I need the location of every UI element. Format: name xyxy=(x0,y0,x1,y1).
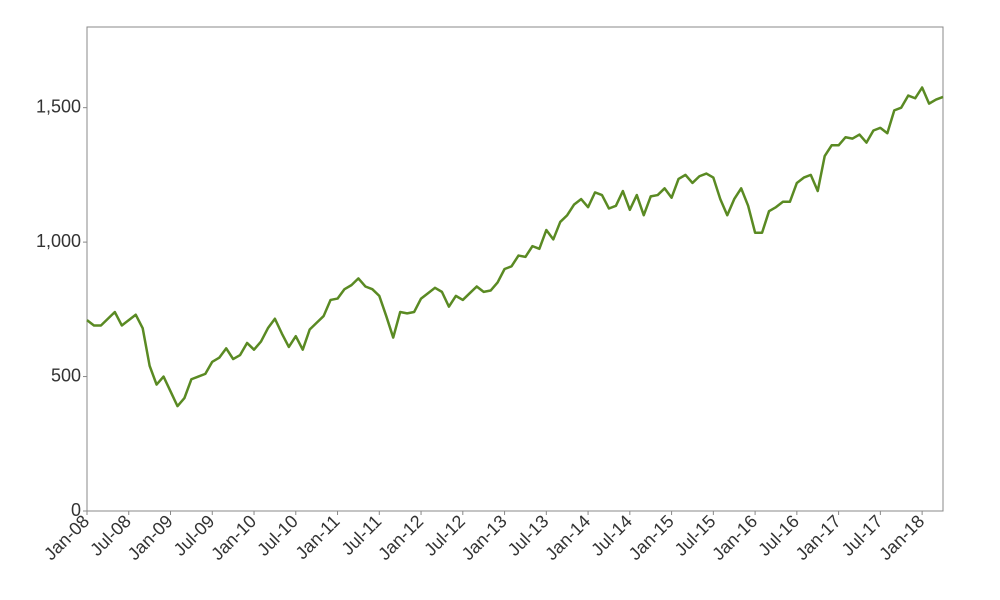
x-tick-label: Jan-17 xyxy=(792,511,845,564)
y-tick-label: 0 xyxy=(71,500,81,520)
x-tick-label: Jan-16 xyxy=(708,511,761,564)
y-tick-label: 500 xyxy=(51,365,81,385)
x-tick-label: Jan-09 xyxy=(124,511,177,564)
x-tick-label: Jan-15 xyxy=(625,511,678,564)
x-tick-label: Jan-08 xyxy=(40,511,93,564)
plot-frame xyxy=(86,26,944,512)
line-series xyxy=(86,86,944,408)
x-tick-label: Jan-10 xyxy=(207,511,260,564)
y-tick-label: 1,000 xyxy=(36,231,81,251)
x-tick-label: Jan-18 xyxy=(875,511,928,564)
x-tick-label: Jan-14 xyxy=(541,511,594,564)
y-tick-label: 1,500 xyxy=(36,96,81,116)
x-tick-label: Jan-12 xyxy=(374,511,427,564)
x-tick-label: Jan-13 xyxy=(458,511,511,564)
x-tick-label: Jan-11 xyxy=(292,511,344,563)
